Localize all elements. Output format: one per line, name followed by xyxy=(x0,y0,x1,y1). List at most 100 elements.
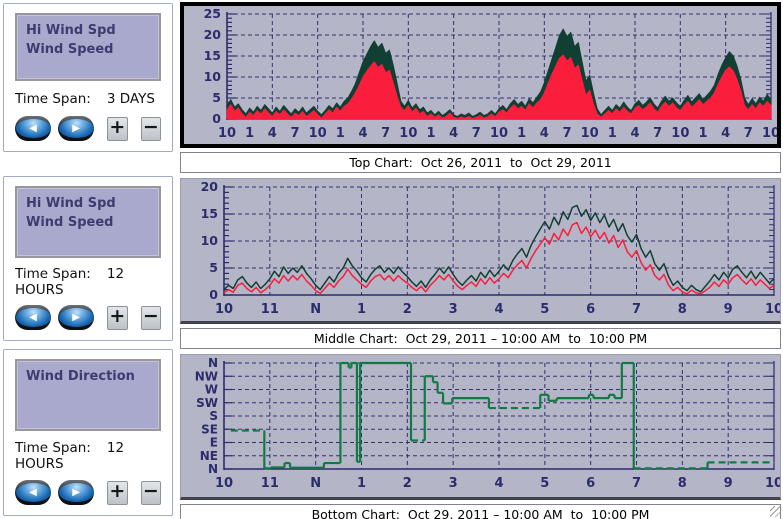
svg-text:NW: NW xyxy=(195,369,218,383)
nav-buttons-middle: ◀ ▶ + − xyxy=(15,305,161,330)
legend-box-top: Hi Wind Spd Wind Speed xyxy=(15,13,161,81)
legend-line: Hi Wind Spd xyxy=(26,23,116,38)
svg-text:N: N xyxy=(310,476,321,491)
time-span-row: Time Span: 12 HOURS xyxy=(15,266,161,298)
svg-text:10: 10 xyxy=(218,126,236,141)
svg-text:7: 7 xyxy=(562,126,571,141)
time-span-label: Time Span: xyxy=(15,439,91,456)
svg-text:15: 15 xyxy=(204,48,221,63)
svg-text:20: 20 xyxy=(201,179,219,194)
legend-line: Wind Speed xyxy=(26,41,114,57)
legend-line: Hi Wind Spd xyxy=(26,196,116,211)
zoom-in-button[interactable]: + xyxy=(107,480,128,505)
svg-text:10: 10 xyxy=(581,126,599,141)
legend-line: Wind Speed xyxy=(26,214,114,230)
control-panel-top: Hi Wind Spd Wind Speed Time Span: 3 DAYS … xyxy=(3,3,173,152)
svg-text:SW: SW xyxy=(196,396,218,410)
zoom-in-button[interactable]: + xyxy=(107,116,128,141)
next-button[interactable]: ▶ xyxy=(58,480,95,505)
svg-text:4: 4 xyxy=(358,126,367,141)
svg-text:20: 20 xyxy=(204,27,222,42)
svg-text:4: 4 xyxy=(721,126,730,141)
svg-text:5: 5 xyxy=(212,90,221,105)
svg-text:5: 5 xyxy=(540,476,549,491)
svg-text:2: 2 xyxy=(403,302,412,317)
control-column: Hi Wind Spd Wind Speed Time Span: 3 DAYS … xyxy=(3,3,173,519)
svg-text:5: 5 xyxy=(540,302,549,317)
caption-text: Bottom Chart: Oct 29, 2011 – 10:00 AM to… xyxy=(311,507,650,519)
svg-text:6: 6 xyxy=(586,476,595,491)
svg-text:2: 2 xyxy=(403,476,412,491)
svg-text:0: 0 xyxy=(212,111,221,126)
prev-button[interactable]: ◀ xyxy=(15,305,52,330)
next-button[interactable]: ▶ xyxy=(58,305,95,330)
svg-text:1: 1 xyxy=(357,302,366,317)
caption-text: Top Chart: Oct 26, 2011 to Oct 29, 2011 xyxy=(349,155,612,170)
time-span-row: Time Span: 12 HOURS xyxy=(15,440,161,472)
middle-chart-wind-speed-12h: 0 5 10 15 20 10 11 N 1 2 3 4 5 6 7 8 9 10 xyxy=(180,178,781,324)
svg-text:7: 7 xyxy=(632,302,641,317)
svg-text:4: 4 xyxy=(494,302,503,317)
svg-text:4: 4 xyxy=(268,126,277,141)
top-chart-wind-speed-3day: 0 5 10 15 20 25 10 1 4 7 10 1 4 7 10 1 4 7 10 1 4 7 10 1 4 7 10 1 4 7… xyxy=(180,2,781,148)
window-resize-grip[interactable] xyxy=(770,506,781,517)
top-chart-caption: Top Chart: Oct 26, 2011 to Oct 29, 2011 xyxy=(180,152,781,173)
svg-text:1: 1 xyxy=(336,126,345,141)
svg-text:1: 1 xyxy=(357,476,366,491)
time-span-label: Time Span: xyxy=(15,90,91,107)
svg-text:10: 10 xyxy=(399,126,417,141)
next-button[interactable]: ▶ xyxy=(58,116,95,141)
svg-text:10: 10 xyxy=(309,126,327,141)
svg-text:7: 7 xyxy=(381,126,390,141)
bottom-chart-caption: Bottom Chart: Oct 29, 2011 – 10:00 AM to… xyxy=(180,504,781,519)
svg-text:8: 8 xyxy=(678,476,687,491)
middle-chart-caption: Middle Chart: Oct 29, 2011 – 10:00 AM to… xyxy=(180,328,781,349)
right-arrow-icon: ▶ xyxy=(58,483,94,502)
svg-text:8: 8 xyxy=(678,302,687,317)
zoom-in-button[interactable]: + xyxy=(107,305,128,330)
svg-text:7: 7 xyxy=(744,126,753,141)
svg-text:10: 10 xyxy=(204,69,222,84)
legend-line: Wind Direction xyxy=(26,369,135,384)
left-arrow-icon: ◀ xyxy=(15,119,51,138)
nav-buttons-top: ◀ ▶ + − xyxy=(15,116,161,141)
svg-text:N: N xyxy=(208,356,218,370)
svg-text:10: 10 xyxy=(671,126,689,141)
left-arrow-icon: ◀ xyxy=(15,483,51,502)
svg-text:4: 4 xyxy=(540,126,549,141)
time-span-row: Time Span: 3 DAYS xyxy=(15,91,161,107)
bottom-chart-wind-direction-12h: N NE E SE S SW W NW N 10 11 N 1 2 3 4 5 6 7 8 9 10 xyxy=(180,354,781,500)
svg-text:1: 1 xyxy=(245,126,254,141)
svg-text:10: 10 xyxy=(765,302,780,317)
svg-text:10: 10 xyxy=(215,476,233,491)
svg-text:4: 4 xyxy=(630,126,639,141)
nav-buttons-bottom: ◀ ▶ + − xyxy=(15,480,161,505)
time-span-label: Time Span: xyxy=(15,265,91,282)
svg-text:11: 11 xyxy=(261,476,279,491)
svg-text:SE: SE xyxy=(201,422,218,436)
svg-text:6: 6 xyxy=(586,302,595,317)
control-panel-bottom: Wind Direction Time Span: 12 HOURS ◀ ▶ + … xyxy=(3,349,173,516)
svg-text:1: 1 xyxy=(608,126,617,141)
svg-text:E: E xyxy=(210,436,218,450)
right-arrow-icon: ▶ xyxy=(58,119,94,138)
caption-text: Middle Chart: Oct 29, 2011 – 10:00 AM to… xyxy=(313,331,648,346)
svg-text:3: 3 xyxy=(449,476,458,491)
legend-box-middle: Hi Wind Spd Wind Speed xyxy=(15,186,161,258)
svg-text:7: 7 xyxy=(632,476,641,491)
zoom-out-button[interactable]: − xyxy=(140,480,161,505)
time-span-value: 3 DAYS xyxy=(106,90,155,107)
chart-column: 0 5 10 15 20 25 10 1 4 7 10 1 4 7 10 1 4 7 10 1 4 7 10 1 4 7 10 1 4 7… xyxy=(180,2,781,519)
svg-text:15: 15 xyxy=(201,206,218,221)
svg-text:10: 10 xyxy=(490,126,508,141)
prev-button[interactable]: ◀ xyxy=(15,480,52,505)
svg-text:5: 5 xyxy=(209,260,218,275)
zoom-out-button[interactable]: − xyxy=(140,116,161,141)
svg-text:7: 7 xyxy=(653,126,662,141)
zoom-out-button[interactable]: − xyxy=(140,305,161,330)
svg-text:7: 7 xyxy=(290,126,299,141)
svg-text:N: N xyxy=(208,462,218,476)
prev-button[interactable]: ◀ xyxy=(15,116,52,141)
